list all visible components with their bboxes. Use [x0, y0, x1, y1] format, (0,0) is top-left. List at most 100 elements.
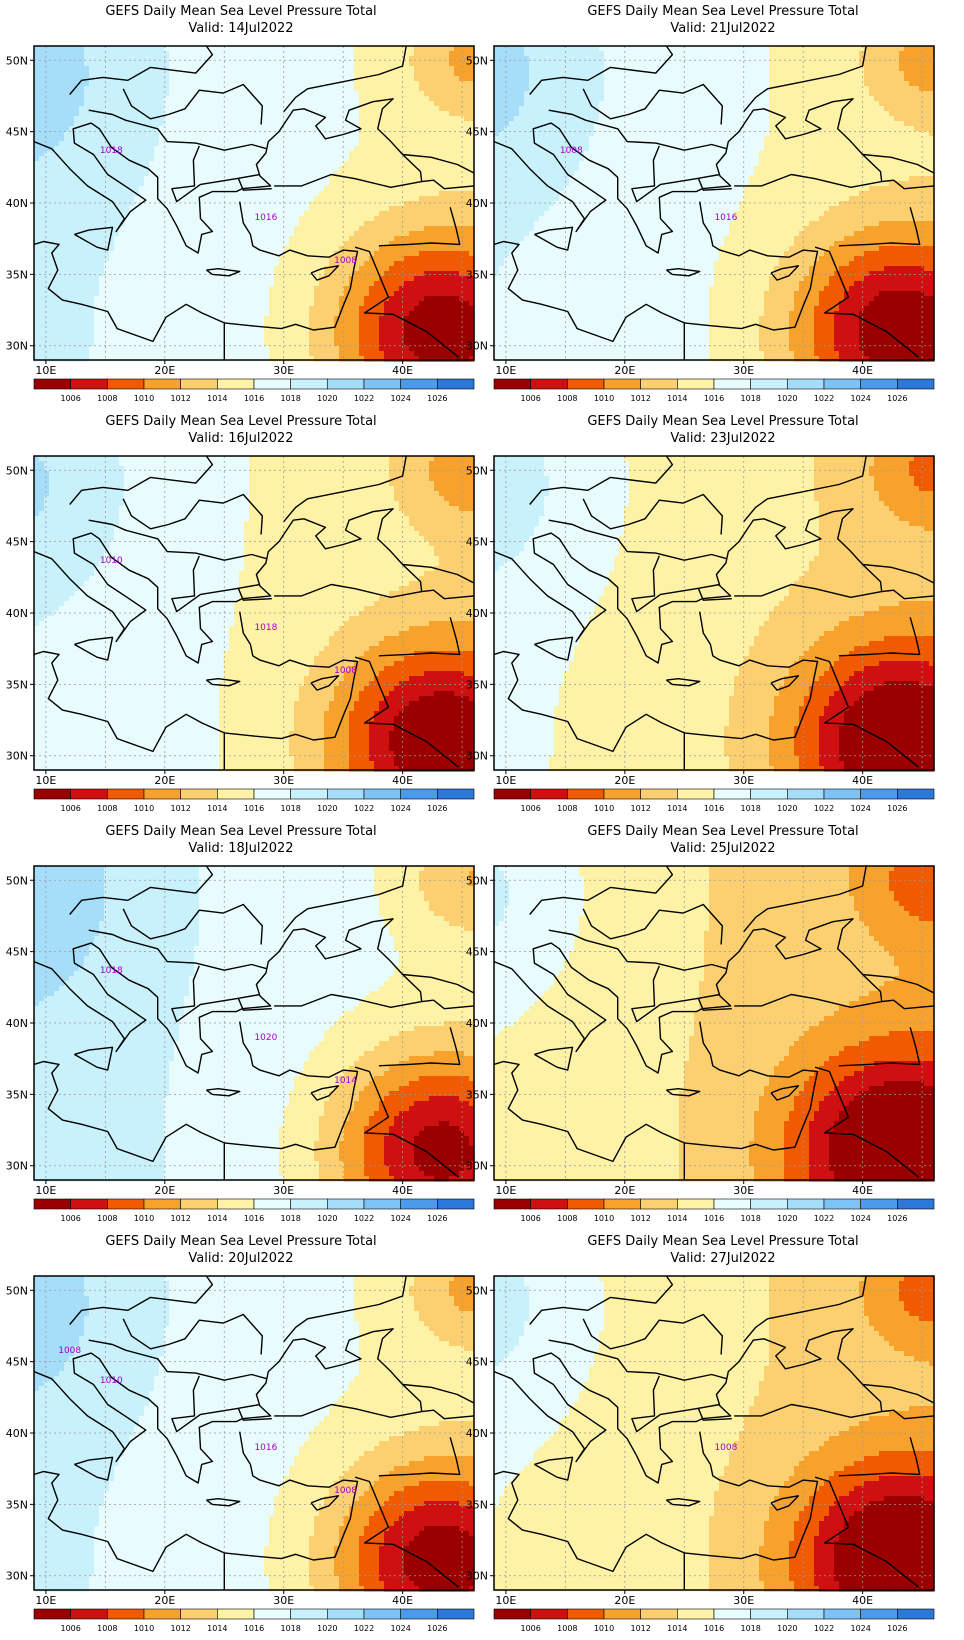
coastline — [814, 1066, 919, 1178]
coastline — [548, 929, 728, 971]
lat-label: 50N — [466, 1284, 488, 1297]
coastline — [493, 1328, 883, 1484]
lat-label: 50N — [466, 464, 488, 477]
colorbar-swatch — [253, 378, 291, 390]
coastline — [862, 1383, 935, 1404]
colorbar-swatch — [677, 1198, 715, 1210]
colorbar-swatch — [860, 378, 898, 390]
coastline — [237, 1408, 272, 1421]
colorbar-label: 1010 — [134, 804, 154, 813]
colorbar-label: 1026 — [427, 804, 447, 813]
colorbar-swatch — [70, 1198, 108, 1210]
colorbar-swatch — [180, 1198, 218, 1210]
colorbar-swatch — [107, 378, 145, 390]
colorbar-label: 1008 — [97, 804, 117, 813]
colorbar-swatch — [70, 378, 108, 390]
panel-valid-date: Valid: 23Jul2022 — [482, 431, 964, 447]
colorbar-swatch — [787, 1198, 825, 1210]
colorbar-label: 1008 — [97, 1214, 117, 1223]
colorbar-swatch — [530, 788, 568, 800]
coastline — [582, 493, 724, 535]
lon-label: 20E — [614, 1184, 635, 1197]
lon-label: 10E — [495, 1184, 516, 1197]
colorbar-label: 1022 — [354, 394, 374, 403]
coastline — [493, 508, 883, 664]
coastline — [88, 929, 268, 971]
coastline — [548, 1339, 728, 1381]
colorbar-swatch — [290, 378, 328, 390]
coastline — [171, 555, 261, 613]
colorbar-label: 1020 — [317, 394, 337, 403]
map-panel: GEFS Daily Mean Sea Level Pressure Total… — [0, 1230, 482, 1640]
pressure-field — [34, 866, 475, 1182]
colorbar-swatch — [603, 788, 641, 800]
gridlines — [34, 46, 474, 360]
contour-label: 1016 — [714, 213, 737, 223]
colorbar-label: 1018 — [740, 394, 760, 403]
colorbar-label: 1012 — [170, 1624, 190, 1633]
lat-label: 35N — [466, 268, 488, 281]
colorbar-label: 1020 — [317, 804, 337, 813]
coastline — [665, 677, 701, 687]
lat-label: 30N — [466, 750, 488, 763]
coastline — [862, 973, 935, 994]
colorbar-label: 1014 — [207, 394, 227, 403]
colorbar-label: 1026 — [887, 804, 907, 813]
colorbar-label: 1024 — [850, 1214, 870, 1223]
lat-label: 35N — [466, 678, 488, 691]
colorbar-swatch — [750, 788, 788, 800]
coastline — [881, 1409, 935, 1420]
pressure-map: 50N 45N 40N 35N 30N 10E 20E 30E 40E — [466, 455, 935, 787]
coastline — [881, 589, 935, 600]
coastline — [493, 98, 883, 254]
colorbar-label: 1008 — [557, 1214, 577, 1223]
colorbar-label: 1018 — [740, 1214, 760, 1223]
coastline — [171, 965, 261, 1023]
coastline — [74, 1456, 114, 1481]
colorbar-swatch — [750, 1198, 788, 1210]
coastline — [171, 145, 261, 203]
colorbar-label: 1014 — [207, 1214, 227, 1223]
colorbar-swatch — [400, 788, 438, 800]
coastline — [838, 207, 921, 247]
colorbar-label: 1026 — [427, 1624, 447, 1633]
coastline — [534, 636, 574, 661]
coastline — [69, 1275, 214, 1325]
lon-label: 10E — [495, 774, 516, 787]
pressure-map: 1016 1018 1008 50N 45N 40N 35N 30N 10E 20E 30E 40E — [6, 45, 475, 377]
colorbar-swatch — [493, 788, 531, 800]
pressure-field — [34, 456, 475, 772]
colorbar-swatch — [290, 788, 328, 800]
colorbar-label: 1012 — [630, 1214, 650, 1223]
coastline — [421, 1409, 475, 1420]
coastline — [862, 563, 935, 584]
colorbar-label: 1016 — [704, 1624, 724, 1633]
coastline — [310, 1085, 340, 1101]
pressure-map-svg: 1018 1010 1008 50N 45N 40N 35N 30N 10E 20E 30E 40E — [6, 455, 475, 787]
panel-title: GEFS Daily Mean Sea Level Pressure Total — [0, 4, 482, 20]
colorbar-swatch — [787, 1608, 825, 1620]
lat-label: 40N — [466, 197, 488, 210]
colorbar-label: 1020 — [777, 1214, 797, 1223]
coastline — [881, 179, 935, 190]
colorbar-swatch — [180, 788, 218, 800]
colorbar-swatch — [327, 1608, 365, 1620]
colorbar-label: 1026 — [887, 394, 907, 403]
coastline — [88, 109, 268, 151]
lat-label: 45N — [466, 536, 488, 549]
colorbar-label: 1006 — [520, 1214, 540, 1223]
coastline — [493, 1021, 819, 1163]
coastline — [743, 455, 867, 523]
pressure-field — [494, 866, 935, 1182]
map-panel: GEFS Daily Mean Sea Level Pressure Total… — [0, 410, 482, 820]
lat-label: 40N — [6, 1427, 28, 1440]
coastline — [88, 1339, 268, 1381]
coastline — [697, 178, 732, 191]
coastline — [814, 656, 919, 768]
colorbar-label: 1022 — [814, 394, 834, 403]
coastline — [122, 1313, 264, 1355]
colorbar-swatch — [603, 1198, 641, 1210]
colorbar-swatch — [107, 1198, 145, 1210]
colorbar-label: 1020 — [317, 1214, 337, 1223]
panel-valid-date: Valid: 25Jul2022 — [482, 841, 964, 857]
